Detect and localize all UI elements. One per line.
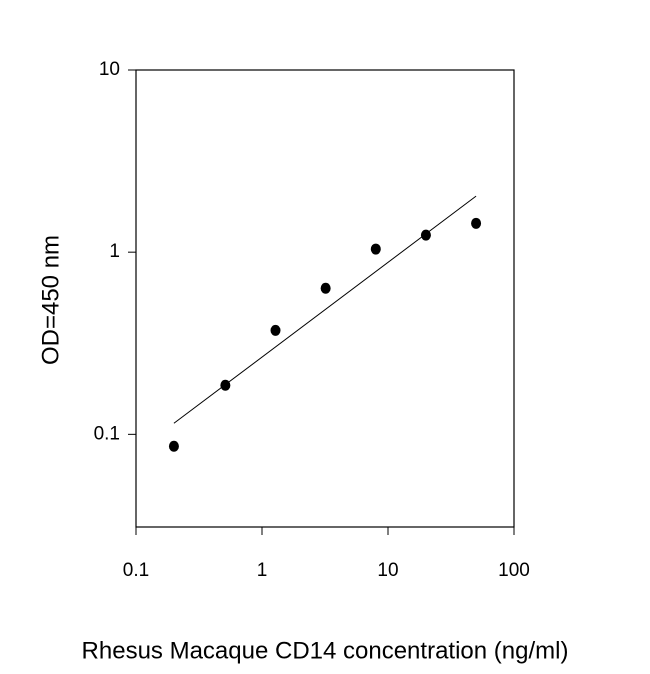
data-point [168,440,179,452]
data-point [471,217,482,229]
x-axis-label: Rhesus Macaque CD14 concentration (ng/ml… [82,637,569,664]
y-tick-label: 1 [109,241,120,262]
x-tick-label: 1 [257,560,268,581]
data-point [220,379,231,391]
y-tick-label: 0.1 [94,423,120,444]
x-tick-label: 0.1 [123,560,149,581]
data-point [270,324,281,336]
y-tick-label: 10 [99,59,120,80]
y-axis-label: OD=450 nm [37,235,64,365]
data-point [420,229,431,241]
fit-line [173,195,477,424]
data-point [320,282,331,294]
x-tick-label: 100 [498,560,530,581]
data-point [370,243,381,255]
plot-frame [135,69,515,528]
x-tick-label: 10 [377,560,398,581]
